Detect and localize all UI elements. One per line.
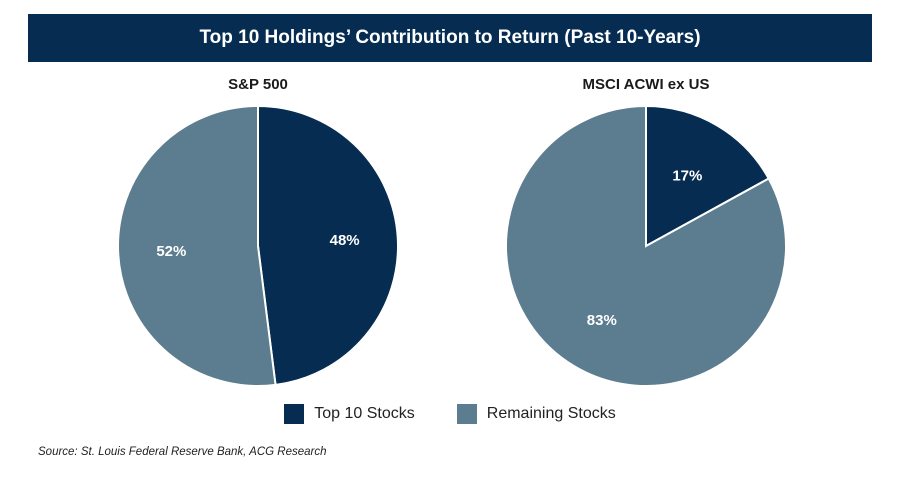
pie-slice-top-10-stocks — [645, 104, 771, 248]
pie-chart-sp500: 48% 52% — [117, 104, 399, 387]
legend-item-remaining-stocks: Remaining Stocks — [456, 404, 616, 424]
pie-label-top-10-stocks: 17% — [672, 168, 702, 185]
pie-label-remaining-stocks: 52% — [156, 243, 186, 260]
pie-label-remaining-stocks: 83% — [587, 312, 617, 329]
legend-label-remaining-stocks: Remaining Stocks — [486, 405, 616, 422]
pie-label-top-10-stocks: 48% — [330, 232, 360, 249]
legend-swatch-remaining-stocks — [456, 404, 477, 424]
pie-chart-msci-acwi-ex-us: 17% 83% — [505, 104, 787, 387]
pie-slice-top-10-stocks — [257, 104, 399, 387]
pie-slice-remaining-stocks — [117, 104, 277, 387]
source-note: Source: St. Louis Federal Reserve Bank, … — [38, 446, 327, 458]
chart-title-banner: Top 10 Holdings’ Contribution to Return … — [28, 14, 872, 62]
legend-label-top-10-stocks: Top 10 Stocks — [314, 405, 415, 422]
legend: Top 10 Stocks Remaining Stocks — [0, 404, 900, 424]
legend-swatch-top-10-stocks — [284, 404, 305, 424]
pie-title-sp500: S&P 500 — [228, 76, 288, 93]
pie-title-msci-acwi-ex-us: MSCI ACWI ex US — [582, 76, 710, 93]
pie-slice-remaining-stocks — [505, 104, 787, 387]
chart-title: Top 10 Holdings’ Contribution to Return … — [199, 27, 701, 48]
legend-item-top-10-stocks: Top 10 Stocks — [284, 404, 415, 424]
